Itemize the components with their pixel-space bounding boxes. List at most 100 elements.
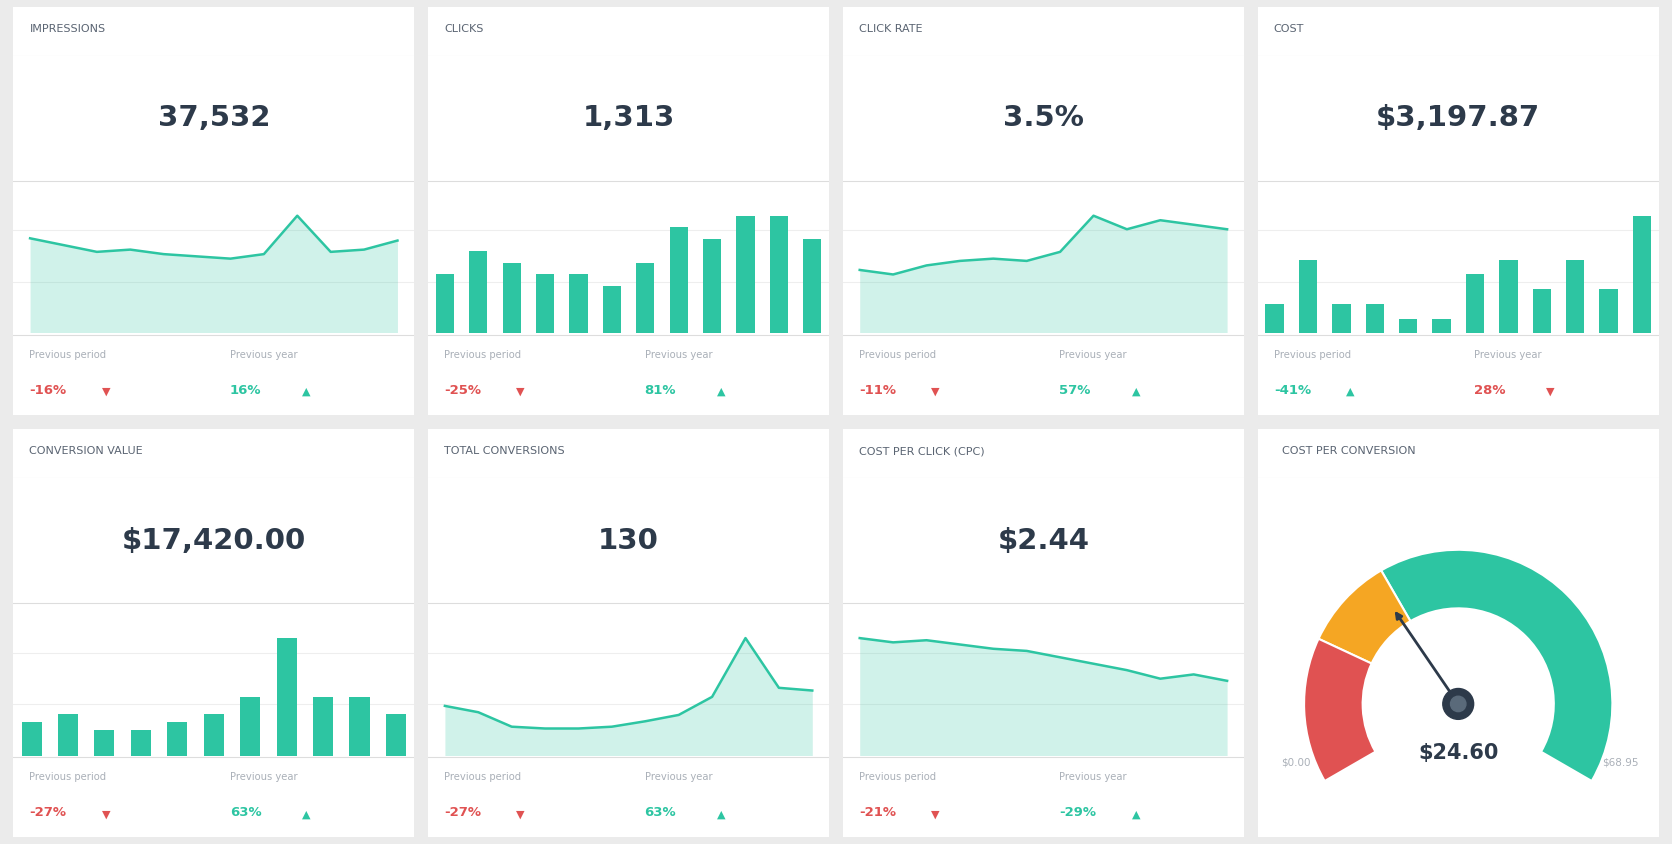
Text: ▼: ▼ [931, 387, 940, 397]
Text: Previous period: Previous period [30, 772, 107, 782]
Bar [568, 274, 587, 333]
Bar [769, 216, 788, 333]
Bar [276, 638, 296, 755]
Text: 130: 130 [599, 527, 659, 555]
Text: 63%: 63% [229, 806, 261, 820]
Text: ▼: ▼ [102, 809, 110, 820]
Bar [386, 714, 406, 755]
Bar [1266, 304, 1284, 333]
Text: -41%: -41% [1274, 384, 1311, 397]
Wedge shape [1381, 549, 1612, 781]
Text: Previous year: Previous year [1060, 772, 1127, 782]
Text: 1,313: 1,313 [582, 105, 675, 133]
Text: ▼: ▼ [1547, 387, 1555, 397]
Text: ▲: ▲ [717, 809, 726, 820]
Bar [470, 251, 488, 333]
Text: $3,197.87: $3,197.87 [1376, 105, 1540, 133]
Text: ▲: ▲ [303, 809, 311, 820]
Text: COST: COST [1274, 24, 1304, 34]
Bar [241, 697, 261, 755]
Circle shape [1451, 696, 1466, 711]
Wedge shape [1304, 639, 1376, 781]
Text: ▼: ▼ [517, 809, 525, 820]
Bar [130, 730, 150, 755]
Text: Previous year: Previous year [229, 349, 298, 360]
Text: COST PER CLICK (CPC): COST PER CLICK (CPC) [859, 446, 985, 456]
Text: TOTAL CONVERSIONS: TOTAL CONVERSIONS [445, 446, 565, 456]
Text: COST PER CONVERSION: COST PER CONVERSION [1282, 446, 1416, 456]
Bar [204, 714, 224, 755]
Bar [1399, 318, 1418, 333]
Bar [1466, 274, 1485, 333]
Text: -25%: -25% [445, 384, 482, 397]
Bar [1567, 260, 1585, 333]
Text: ▲: ▲ [717, 387, 726, 397]
Text: 37,532: 37,532 [157, 105, 269, 133]
Text: Previous year: Previous year [645, 349, 712, 360]
Text: $24.60: $24.60 [1418, 744, 1498, 763]
Text: ▼: ▼ [102, 387, 110, 397]
Text: 16%: 16% [229, 384, 261, 397]
Text: $17,420.00: $17,420.00 [122, 527, 306, 555]
Bar [1299, 260, 1318, 333]
Text: Previous period: Previous period [1274, 349, 1351, 360]
Bar [167, 722, 187, 755]
Bar [602, 286, 620, 333]
Text: $68.95: $68.95 [1602, 758, 1639, 767]
Circle shape [1443, 689, 1473, 719]
Text: Previous year: Previous year [1060, 349, 1127, 360]
Bar [503, 262, 522, 333]
Text: Previous year: Previous year [229, 772, 298, 782]
Bar [1533, 289, 1552, 333]
Text: 81%: 81% [645, 384, 675, 397]
Text: ▲: ▲ [1346, 387, 1354, 397]
Text: ▼: ▼ [517, 387, 525, 397]
Bar [537, 274, 555, 333]
Bar [669, 227, 687, 333]
Text: 28%: 28% [1475, 384, 1506, 397]
Text: -29%: -29% [1060, 806, 1097, 820]
Bar [736, 216, 754, 333]
Bar [313, 697, 333, 755]
Bar [635, 262, 654, 333]
Text: Previous period: Previous period [859, 772, 936, 782]
Text: $0.00: $0.00 [1282, 758, 1311, 767]
Text: CLICKS: CLICKS [445, 24, 483, 34]
Bar [1366, 304, 1384, 333]
Bar [1500, 260, 1518, 333]
Bar [1333, 304, 1351, 333]
Circle shape [1366, 611, 1550, 797]
Text: CONVERSION VALUE: CONVERSION VALUE [30, 446, 144, 456]
Text: Previous period: Previous period [859, 349, 936, 360]
Text: ▼: ▼ [931, 809, 940, 820]
Bar [1433, 318, 1451, 333]
Text: -11%: -11% [859, 384, 896, 397]
Text: IMPRESSIONS: IMPRESSIONS [30, 24, 105, 34]
Bar [94, 730, 114, 755]
Text: Previous period: Previous period [445, 772, 522, 782]
Text: ▲: ▲ [1132, 809, 1140, 820]
Text: Previous period: Previous period [445, 349, 522, 360]
Bar [436, 274, 455, 333]
Text: Previous period: Previous period [30, 349, 107, 360]
Text: ▲: ▲ [1132, 387, 1140, 397]
Text: 63%: 63% [645, 806, 675, 820]
Bar [1634, 216, 1652, 333]
Text: -27%: -27% [30, 806, 67, 820]
Bar [349, 697, 370, 755]
Text: 3.5%: 3.5% [1003, 105, 1083, 133]
Text: $2.44: $2.44 [998, 527, 1090, 555]
Bar [1600, 289, 1618, 333]
Text: -27%: -27% [445, 806, 482, 820]
Bar [22, 722, 42, 755]
Text: CLICK RATE: CLICK RATE [859, 24, 923, 34]
Text: Previous year: Previous year [1475, 349, 1542, 360]
Text: Previous year: Previous year [645, 772, 712, 782]
Wedge shape [1319, 571, 1411, 663]
Text: -21%: -21% [859, 806, 896, 820]
Bar [59, 714, 79, 755]
Text: ▲: ▲ [303, 387, 311, 397]
Text: 57%: 57% [1060, 384, 1090, 397]
Text: -16%: -16% [30, 384, 67, 397]
Bar [803, 239, 821, 333]
